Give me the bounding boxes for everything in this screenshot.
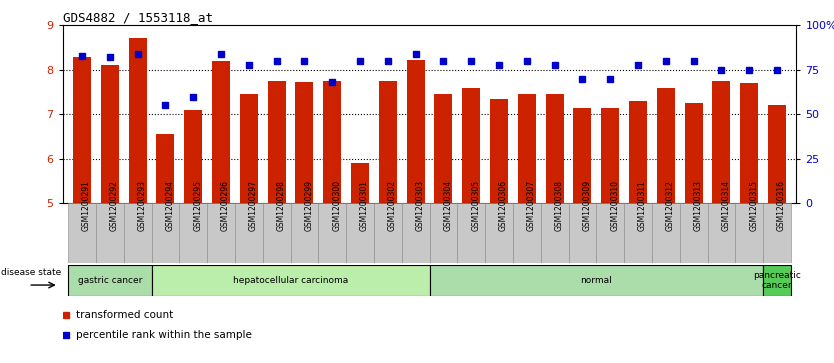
Text: GSM1200311: GSM1200311 <box>638 180 647 231</box>
Bar <box>407 60 425 203</box>
Text: GSM1200314: GSM1200314 <box>721 180 731 231</box>
Bar <box>68 265 152 296</box>
Bar <box>319 203 346 263</box>
Bar <box>96 203 123 263</box>
Bar <box>768 105 786 203</box>
Bar <box>346 203 374 263</box>
Bar <box>290 203 319 263</box>
Bar <box>402 203 430 263</box>
Bar <box>68 203 96 263</box>
Text: GSM1200304: GSM1200304 <box>444 180 452 231</box>
Bar <box>73 57 91 203</box>
Bar <box>374 203 402 263</box>
Bar <box>351 163 369 203</box>
Bar <box>157 134 174 203</box>
Bar <box>763 203 791 263</box>
Bar <box>101 65 118 203</box>
Text: GSM1200294: GSM1200294 <box>165 180 174 231</box>
Bar <box>235 203 263 263</box>
Bar <box>240 94 258 203</box>
Bar <box>656 87 675 203</box>
Bar <box>435 94 452 203</box>
Text: GSM1200315: GSM1200315 <box>749 180 758 231</box>
Bar <box>712 81 731 203</box>
Bar <box>624 203 652 263</box>
Text: disease state: disease state <box>1 268 61 277</box>
Bar <box>540 203 569 263</box>
Text: GSM1200302: GSM1200302 <box>388 180 397 231</box>
Text: GSM1200305: GSM1200305 <box>471 180 480 231</box>
Text: GSM1200316: GSM1200316 <box>777 180 786 231</box>
Bar <box>490 99 508 203</box>
Text: GSM1200300: GSM1200300 <box>332 180 341 231</box>
Bar <box>379 81 397 203</box>
Text: GSM1200299: GSM1200299 <box>304 180 314 231</box>
Bar <box>513 203 540 263</box>
Text: GSM1200297: GSM1200297 <box>249 180 258 231</box>
Bar <box>430 265 763 296</box>
Bar <box>207 203 235 263</box>
Bar <box>736 203 763 263</box>
Text: GSM1200313: GSM1200313 <box>694 180 702 231</box>
Text: hepatocellular carcinoma: hepatocellular carcinoma <box>233 276 348 285</box>
Text: pancreatic
cancer: pancreatic cancer <box>753 271 801 290</box>
Bar <box>596 203 624 263</box>
Bar <box>545 94 564 203</box>
Text: GSM1200306: GSM1200306 <box>499 180 508 231</box>
Bar <box>268 81 285 203</box>
Text: GSM1200291: GSM1200291 <box>82 180 91 231</box>
Bar <box>184 110 202 203</box>
Text: GSM1200298: GSM1200298 <box>277 180 285 231</box>
Text: GSM1200296: GSM1200296 <box>221 180 230 231</box>
Text: transformed count: transformed count <box>76 310 173 319</box>
Text: GSM1200312: GSM1200312 <box>666 180 675 231</box>
Bar <box>518 94 535 203</box>
Text: GSM1200292: GSM1200292 <box>110 180 118 231</box>
Bar <box>629 101 647 203</box>
Bar <box>462 87 480 203</box>
Text: percentile rank within the sample: percentile rank within the sample <box>76 330 252 340</box>
Bar <box>652 203 680 263</box>
Text: GSM1200308: GSM1200308 <box>555 180 564 231</box>
Bar <box>707 203 736 263</box>
Bar <box>601 108 619 203</box>
Bar <box>179 203 207 263</box>
Bar <box>430 203 457 263</box>
Bar <box>123 203 152 263</box>
Bar <box>685 103 702 203</box>
Bar <box>574 108 591 203</box>
Text: GSM1200309: GSM1200309 <box>582 180 591 231</box>
Text: GSM1200303: GSM1200303 <box>415 180 425 231</box>
Bar <box>457 203 485 263</box>
Bar <box>128 38 147 203</box>
Text: GSM1200307: GSM1200307 <box>527 180 535 231</box>
Bar <box>741 83 758 203</box>
Bar <box>152 265 430 296</box>
Text: GSM1200295: GSM1200295 <box>193 180 202 231</box>
Text: GSM1200301: GSM1200301 <box>360 180 369 231</box>
Bar <box>569 203 596 263</box>
Bar <box>152 203 179 263</box>
Bar <box>763 265 791 296</box>
Text: GDS4882 / 1553118_at: GDS4882 / 1553118_at <box>63 11 213 24</box>
Bar <box>680 203 707 263</box>
Text: normal: normal <box>580 276 612 285</box>
Text: gastric cancer: gastric cancer <box>78 276 142 285</box>
Text: GSM1200293: GSM1200293 <box>138 180 147 231</box>
Bar <box>263 203 290 263</box>
Bar <box>324 81 341 203</box>
Bar <box>485 203 513 263</box>
Text: GSM1200310: GSM1200310 <box>610 180 619 231</box>
Bar <box>295 82 314 203</box>
Bar <box>212 61 230 203</box>
